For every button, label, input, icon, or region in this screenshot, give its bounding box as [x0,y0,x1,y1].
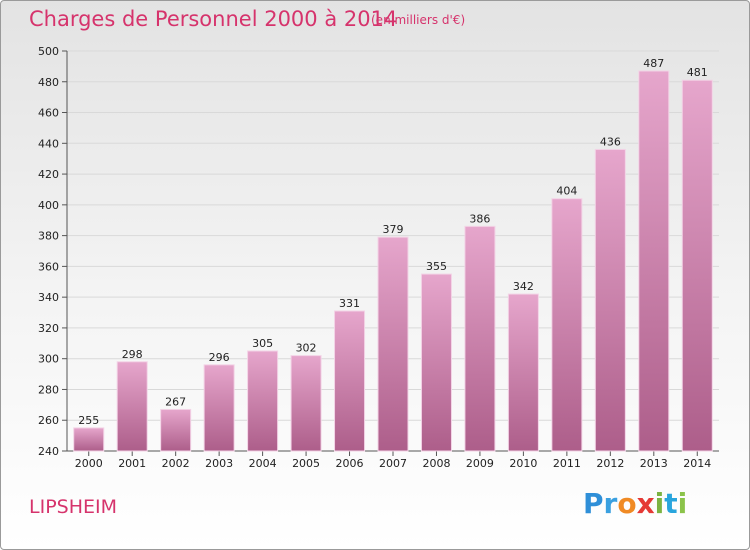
bar [290,355,322,452]
place-name: LIPSHEIM [29,496,117,518]
data-label: 298 [122,348,143,361]
bar [594,148,626,452]
data-label: 481 [687,66,708,79]
data-label: 386 [469,212,490,225]
bar [420,273,452,452]
data-label: 255 [78,414,99,427]
logo-letter: P [583,487,604,520]
bar [464,225,496,452]
bar [638,70,670,452]
logo-letter: i [677,487,688,520]
x-tick-label: 2006 [336,457,364,470]
proxiti-logo[interactable]: Proxiti [583,487,687,520]
data-label: 379 [383,223,404,236]
bar [203,364,235,452]
data-label: 305 [252,337,273,350]
x-tick-label: 2000 [75,457,103,470]
y-tick-label: 420 [38,168,59,181]
data-label: 296 [209,351,230,364]
x-tick-label: 2013 [640,457,668,470]
y-tick-label: 480 [38,76,59,89]
bar [377,236,409,452]
y-tick-label: 240 [38,445,59,458]
bar [116,361,148,452]
x-tick-label: 2010 [509,457,537,470]
x-tick-label: 2008 [422,457,450,470]
data-label: 487 [643,57,664,70]
bar [551,198,583,452]
logo-letter: o [617,487,637,520]
x-tick-label: 2009 [466,457,494,470]
x-tick-label: 2005 [292,457,320,470]
y-tick-label: 300 [38,353,59,366]
logo-letter: x [636,487,655,520]
bar [247,350,279,452]
logo-letter: t [664,487,678,520]
bar [334,310,366,452]
y-tick-label: 340 [38,291,59,304]
data-label: 436 [600,135,621,148]
y-tick-label: 380 [38,230,59,243]
data-label: 331 [339,297,360,310]
bar [160,408,192,452]
data-label: 404 [556,185,577,198]
x-tick-label: 2012 [596,457,624,470]
logo-letter: i [654,487,665,520]
y-tick-label: 280 [38,383,59,396]
y-tick-label: 360 [38,260,59,273]
chart-subtitle: (en milliers d'€) [371,13,466,27]
x-tick-label: 2011 [553,457,581,470]
x-tick-label: 2007 [379,457,407,470]
logo-letter: r [603,487,618,520]
data-label: 342 [513,280,534,293]
x-tick-label: 2004 [249,457,277,470]
x-tick-label: 2014 [683,457,711,470]
y-tick-label: 440 [38,137,59,150]
bar [507,293,539,452]
chart-title: Charges de Personnel 2000 à 2014 [29,7,398,31]
data-label: 267 [165,395,186,408]
x-tick-label: 2003 [205,457,233,470]
data-label: 302 [296,342,317,355]
bar [73,427,105,452]
y-tick-label: 460 [38,107,59,120]
y-tick-label: 400 [38,199,59,212]
data-label: 355 [426,260,447,273]
bar [681,79,713,452]
y-tick-label: 320 [38,322,59,335]
y-tick-label: 500 [38,45,59,58]
x-tick-label: 2002 [162,457,190,470]
x-tick-label: 2001 [118,457,146,470]
y-tick-label: 260 [38,414,59,427]
